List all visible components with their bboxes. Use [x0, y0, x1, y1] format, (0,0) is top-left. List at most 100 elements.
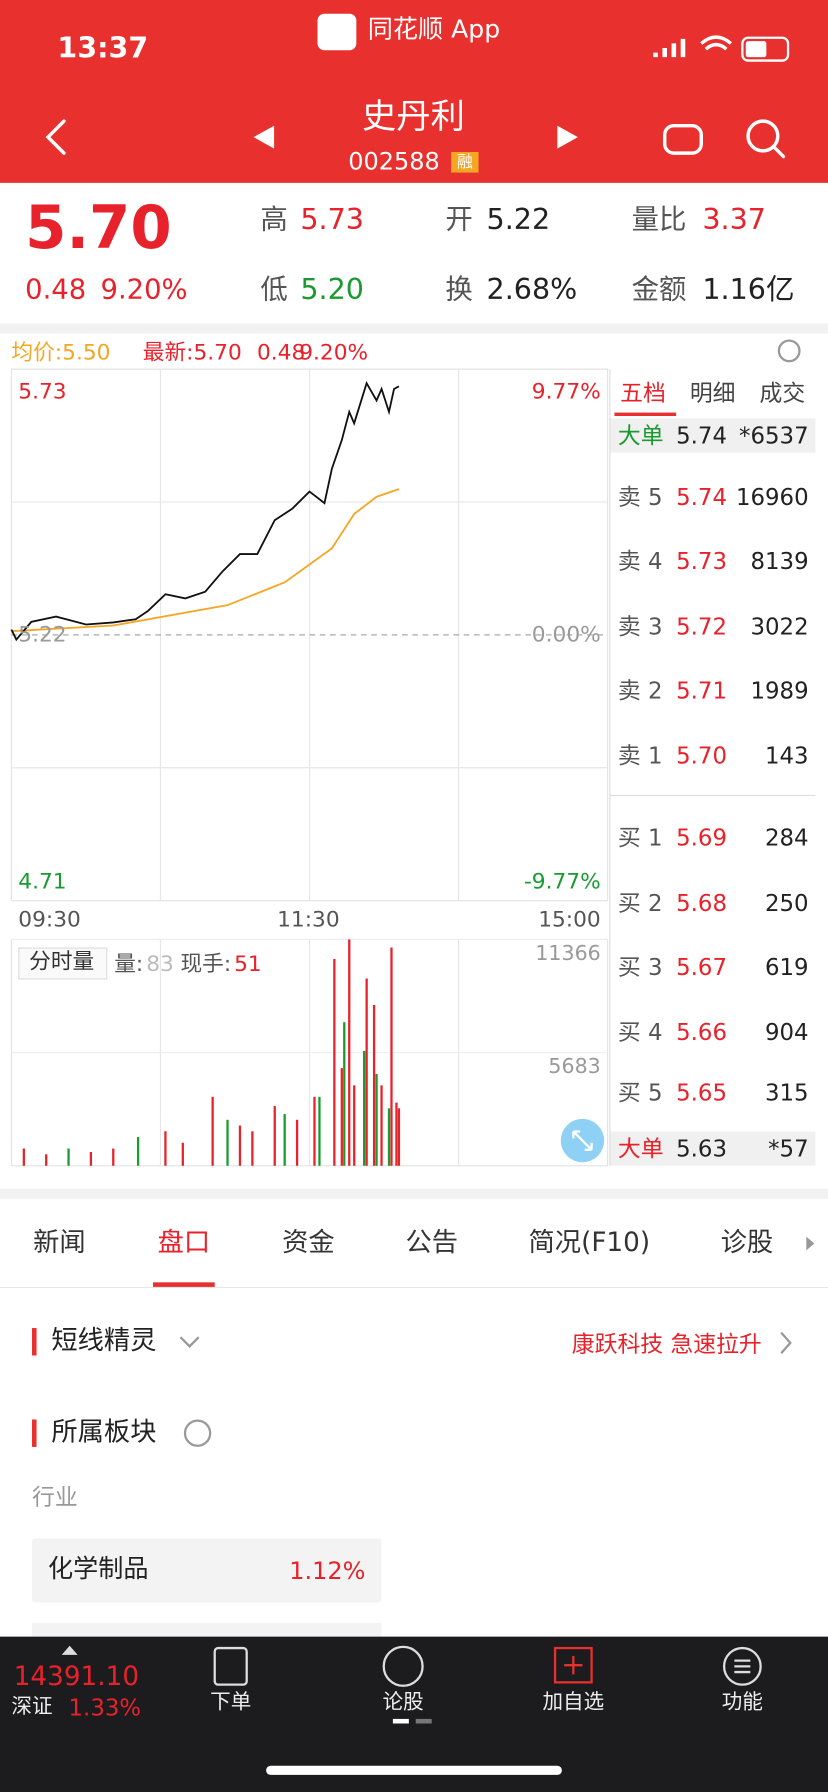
book-volume: 284: [764, 824, 809, 852]
info-icon[interactable]: [183, 1419, 212, 1447]
watch-icon[interactable]: [553, 1646, 593, 1684]
book-label: 大单: [617, 1134, 664, 1163]
order-icon[interactable]: [213, 1646, 248, 1686]
back-icon[interactable]: [45, 119, 66, 155]
stat-value: 1.16亿: [702, 272, 795, 306]
pct-label: 9.77%: [531, 378, 601, 405]
nav-label[interactable]: 加自选: [542, 1690, 605, 1715]
index-arrow: [61, 1645, 78, 1655]
expand-icon: [572, 1130, 593, 1151]
tab[interactable]: 公告: [405, 1228, 458, 1258]
volume-bar: [295, 1119, 299, 1166]
book-volume: 315: [764, 1078, 809, 1107]
nav-label[interactable]: 功能: [721, 1690, 763, 1715]
book-volume: 904: [764, 1018, 809, 1046]
book-volume: 143: [764, 741, 809, 770]
search-icon[interactable]: [746, 119, 780, 153]
volume-bar: [363, 1050, 366, 1166]
menu-icon[interactable]: [722, 1646, 762, 1686]
y-tick-label: 5.73: [18, 378, 67, 405]
book-label: 卖 4: [617, 547, 663, 575]
stat-value: 5.73: [300, 202, 364, 237]
robot-icon[interactable]: [662, 124, 703, 155]
change-pct: 9.20%: [100, 273, 188, 306]
app-name: 同花顺 App: [367, 16, 501, 45]
book-price: 5.70: [676, 741, 727, 770]
tab[interactable]: 新闻: [33, 1228, 86, 1258]
y-tick-label: 5683: [548, 1054, 601, 1079]
avg-price: 均价:5.50: [11, 340, 111, 366]
pct-label: -9.77%: [523, 869, 601, 895]
forum-icon[interactable]: [382, 1645, 424, 1687]
stat-value: 2.68%: [486, 272, 578, 306]
volume-bar: [211, 1096, 214, 1166]
dropdown-icon[interactable]: [179, 1336, 200, 1348]
chevron[interactable]: [780, 1331, 792, 1354]
battery: [741, 36, 790, 62]
divider: [0, 323, 828, 334]
margin-tag: 融: [451, 152, 479, 173]
volume-bar: [375, 1073, 378, 1166]
index-pct: 1.33%: [68, 1693, 142, 1722]
index-name: 深证: [11, 1694, 53, 1719]
volume-label: 量:: [114, 951, 144, 977]
book-tab[interactable]: 明细: [689, 379, 736, 407]
volume-title: 分时量: [29, 949, 95, 975]
section-title: 所属板块: [51, 1417, 157, 1448]
next-icon[interactable]: [557, 125, 578, 149]
settings-icon[interactable]: [777, 339, 801, 363]
tab-indicator: [614, 412, 677, 417]
book-label: 大单: [617, 421, 664, 450]
tab[interactable]: 盘口: [157, 1228, 211, 1258]
book-label: 买 4: [617, 1018, 663, 1046]
volume-bar: [164, 1131, 167, 1166]
tab-indicator: [153, 1282, 215, 1287]
nav-label[interactable]: 论股: [382, 1690, 424, 1715]
tab[interactable]: 诊股: [720, 1228, 774, 1258]
nav-label[interactable]: 下单: [210, 1690, 252, 1715]
volume-bar: [353, 1085, 356, 1166]
volume-bar: [181, 1142, 184, 1166]
book-tab[interactable]: 成交: [759, 379, 806, 407]
signal: [653, 38, 686, 58]
volume-bar: [397, 1108, 401, 1166]
stat-label: 高: [260, 203, 288, 236]
stat-label: 开: [445, 203, 473, 236]
volume-bar: [226, 1119, 229, 1166]
latest-pct: 9.20%: [299, 340, 369, 366]
tab[interactable]: 资金: [282, 1228, 335, 1258]
stat-value: 5.20: [300, 272, 364, 306]
volume-bar: [112, 1148, 115, 1166]
book-volume: *6537: [739, 421, 809, 450]
x-tick-label: 11:30: [277, 906, 340, 933]
book-volume: 3022: [750, 612, 809, 641]
book-price: 5.74: [676, 421, 727, 450]
volume-value: 83: [146, 951, 174, 977]
book-price: 5.73: [676, 547, 727, 575]
book-tab[interactable]: 五档: [620, 379, 666, 407]
volume-bar: [340, 1068, 343, 1166]
home-indicator: [266, 1765, 562, 1775]
prev-icon[interactable]: [253, 125, 275, 149]
stat-label: 低: [260, 273, 288, 306]
book-price: 5.63: [676, 1134, 727, 1163]
alert[interactable]: 康跃科技 急速拉升: [571, 1330, 762, 1358]
hand-value: 51: [234, 951, 262, 977]
book-label: 卖 5: [617, 483, 663, 511]
volume-bar: [89, 1151, 93, 1166]
avg-line: [11, 488, 400, 633]
stat-value: 5.22: [486, 202, 551, 237]
sector-card[interactable]: [31, 1538, 382, 1603]
book-label: 卖 2: [617, 676, 663, 705]
y-tick-label: 5.22: [18, 621, 67, 647]
book-price: 5.67: [676, 953, 727, 981]
more-tabs[interactable]: [806, 1236, 815, 1251]
change: 0.48: [25, 273, 87, 306]
volume-bar: [238, 1125, 242, 1166]
volume-bar: [45, 1154, 48, 1166]
volume-bar: [387, 1108, 391, 1166]
page-dot: [392, 1718, 409, 1724]
tab[interactable]: 简况(F10): [528, 1228, 651, 1258]
section-bar: [31, 1328, 37, 1356]
